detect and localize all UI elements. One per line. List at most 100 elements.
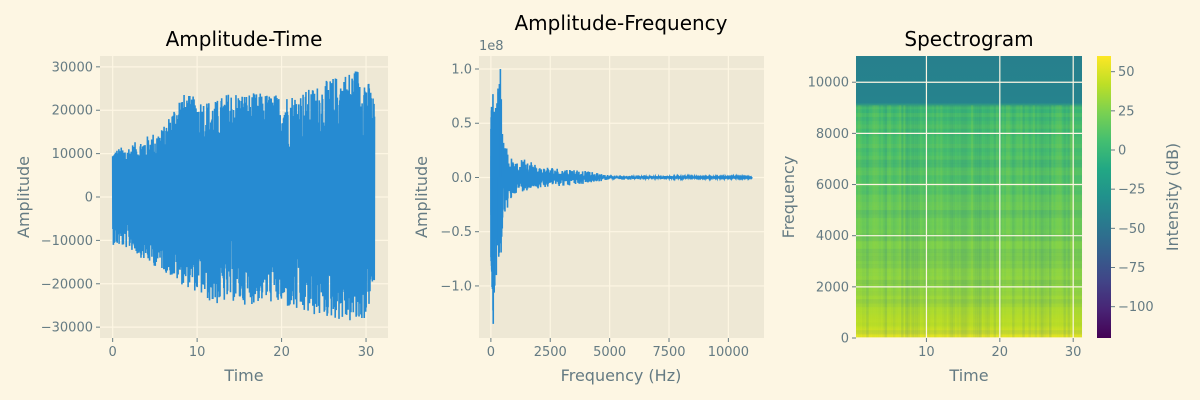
- y-tick-label: −1.0: [440, 279, 472, 294]
- spectrogram-column: [892, 105, 896, 339]
- spectrogram-column: [1069, 105, 1073, 339]
- x-tick-label: 10000: [708, 345, 749, 360]
- amplitude-frequency-plot-area: [479, 56, 764, 338]
- spectrogram-column: [964, 105, 968, 339]
- spectrogram-column: [911, 105, 914, 339]
- spectrogram-band: [856, 222, 1082, 226]
- x-tick-label: 30: [1065, 345, 1082, 360]
- spectrogram-column: [862, 105, 865, 339]
- spectrogram-title: Spectrogram: [904, 27, 1033, 51]
- spectrogram-column: [975, 105, 978, 339]
- spectrogram-band: [856, 155, 1082, 160]
- y-tick-label: 4000: [816, 229, 849, 244]
- spectrogram-band: [856, 113, 1082, 118]
- spectrogram-column: [884, 105, 888, 339]
- amplitude-time-series: [111, 71, 376, 321]
- spectrogram-column: [950, 105, 953, 339]
- spectrogram-band: [856, 116, 1082, 122]
- spectrogram-column: [1018, 105, 1021, 339]
- spectrogram-band: [856, 283, 1082, 288]
- spectrogram-band: [856, 260, 1082, 264]
- spectrogram-column: [923, 105, 927, 339]
- spectrogram-column: [901, 105, 904, 339]
- spectrogram-band: [856, 226, 1082, 230]
- spectrogram-column: [936, 105, 939, 339]
- spectrogram-band: [856, 264, 1082, 269]
- spectrogram-column: [932, 105, 935, 339]
- spectrogram-column: [1038, 105, 1042, 339]
- spectrogram-band: [856, 314, 1082, 319]
- spectrogram-column: [913, 105, 916, 339]
- y-tick-label: 10000: [808, 76, 849, 91]
- spectrogram-band: [856, 194, 1082, 199]
- spectrogram-column: [915, 105, 918, 339]
- spectrogram-band: [856, 248, 1082, 253]
- spectrogram-column: [874, 105, 877, 339]
- colorbar-label: Intensity (dB): [1163, 143, 1182, 251]
- spectrogram-band: [856, 326, 1082, 330]
- spectrogram-band: [856, 179, 1082, 183]
- spectrogram-band: [856, 229, 1082, 233]
- spectrogram-column: [979, 105, 982, 339]
- spectrogram-column: [899, 105, 902, 339]
- x-tick-label: 2500: [534, 345, 567, 360]
- spectrogram-grid: [856, 56, 1082, 339]
- spectrogram-column: [1051, 105, 1054, 339]
- spectrogram-band: [856, 159, 1082, 164]
- colorbar-tick-label: −100: [1118, 300, 1154, 315]
- y-tick-label: −30000: [41, 321, 93, 336]
- spectrogram-column: [1005, 105, 1009, 339]
- y-tick-label: −20000: [41, 277, 93, 292]
- spectrogram-band: [856, 105, 1082, 110]
- spectrogram-band: [856, 217, 1082, 222]
- y-tick-label: 0: [841, 332, 849, 347]
- spectrogram-column: [856, 105, 859, 339]
- spectrogram-band: [856, 303, 1082, 307]
- amplitude-time-line: [111, 71, 376, 321]
- spectrogram-band: [856, 279, 1082, 284]
- x-tick-label: 7500: [652, 345, 685, 360]
- spectrogram-column: [962, 105, 966, 339]
- spectrogram-column: [952, 105, 955, 339]
- colorbar-tick-label: −25: [1118, 183, 1145, 198]
- spectrogram-column: [1067, 105, 1070, 339]
- spectrogram-column: [987, 105, 990, 339]
- y-tick-label: −0.5: [440, 225, 472, 240]
- spectrogram-column: [1022, 105, 1025, 339]
- spectrogram-band: [856, 167, 1082, 172]
- spectrogram-column: [934, 105, 937, 339]
- spectrogram-column: [960, 105, 964, 339]
- spectrogram-band: [856, 252, 1082, 257]
- amplitude-frequency-ticks: 0 2500 5000 7500 10000 −1.0 −0.5 0.0 0.5 1.0: [440, 63, 749, 360]
- spectrogram-band: [856, 291, 1082, 296]
- spectrogram-column: [858, 105, 861, 339]
- spectrogram-band: [856, 322, 1082, 326]
- spectrogram-band: [856, 288, 1082, 292]
- spectrogram-band: [856, 124, 1082, 129]
- colorbar-tick-label: 25: [1118, 104, 1135, 119]
- spectrogram-band: [856, 202, 1082, 207]
- amplitude-time-ylabel: Amplitude: [14, 156, 33, 238]
- spectrogram-band: [856, 187, 1082, 191]
- x-tick-label: 0: [487, 345, 495, 360]
- spectrogram-column: [999, 105, 1003, 339]
- y-tick-label: 6000: [816, 178, 849, 193]
- spectrogram-band: [856, 163, 1082, 168]
- spectrogram-column: [1040, 105, 1044, 339]
- amplitude-time-title: Amplitude-Time: [166, 27, 323, 51]
- spectrogram-band: [856, 237, 1082, 242]
- spectrogram-band: [856, 171, 1082, 176]
- spectrogram-band: [856, 306, 1082, 312]
- x-tick-label: 5000: [593, 345, 626, 360]
- spectrogram-band: [856, 152, 1082, 156]
- spectrogram-column: [966, 105, 970, 339]
- spectrogram-band: [856, 198, 1082, 203]
- spectrogram-column: [905, 105, 908, 339]
- spectrogram-column: [1049, 105, 1052, 339]
- spectrogram-column: [1008, 105, 1011, 339]
- spectrogram-column: [1032, 105, 1036, 339]
- amplitude-frequency-xlabel: Frequency (Hz): [561, 366, 682, 385]
- spectrogram-column: [1057, 105, 1060, 339]
- spectrogram-band: [856, 272, 1082, 276]
- spectrogram-ylabel: Frequency: [779, 156, 798, 239]
